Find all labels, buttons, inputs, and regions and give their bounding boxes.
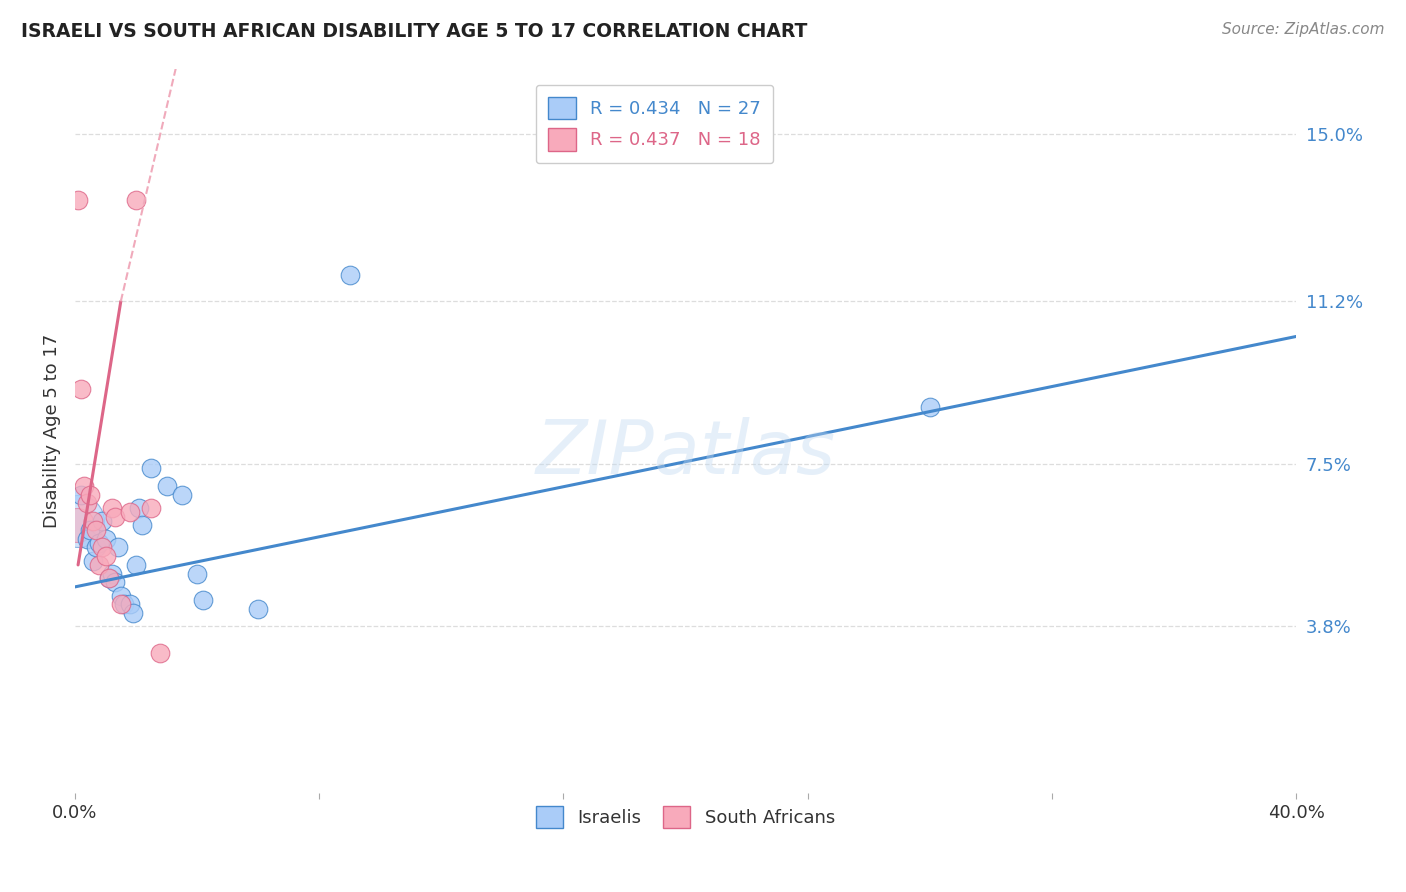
Text: ISRAELI VS SOUTH AFRICAN DISABILITY AGE 5 TO 17 CORRELATION CHART: ISRAELI VS SOUTH AFRICAN DISABILITY AGE … bbox=[21, 22, 807, 41]
Point bbox=[104, 575, 127, 590]
Point bbox=[82, 553, 104, 567]
Point bbox=[79, 488, 101, 502]
Y-axis label: Disability Age 5 to 17: Disability Age 5 to 17 bbox=[44, 334, 60, 528]
Point bbox=[155, 479, 177, 493]
Point bbox=[118, 598, 141, 612]
Point bbox=[73, 479, 96, 493]
Legend: Israelis, South Africans: Israelis, South Africans bbox=[529, 798, 842, 835]
Point bbox=[89, 558, 111, 572]
Point bbox=[122, 606, 145, 620]
Point bbox=[918, 400, 941, 414]
Point bbox=[94, 532, 117, 546]
Point bbox=[70, 382, 93, 396]
Point bbox=[149, 646, 172, 660]
Point bbox=[186, 566, 208, 581]
Text: ZIPatlas: ZIPatlas bbox=[536, 417, 835, 489]
Point bbox=[76, 532, 98, 546]
Point bbox=[97, 571, 120, 585]
Point bbox=[97, 571, 120, 585]
Point bbox=[339, 268, 361, 282]
Point bbox=[94, 549, 117, 563]
Point bbox=[170, 488, 193, 502]
Point bbox=[193, 593, 215, 607]
Point bbox=[66, 518, 89, 533]
Point bbox=[100, 500, 122, 515]
Point bbox=[110, 589, 132, 603]
Text: Source: ZipAtlas.com: Source: ZipAtlas.com bbox=[1222, 22, 1385, 37]
Point bbox=[91, 541, 114, 555]
Point bbox=[131, 518, 153, 533]
Point bbox=[107, 541, 129, 555]
Point bbox=[141, 500, 163, 515]
Point bbox=[112, 598, 135, 612]
Point bbox=[104, 509, 127, 524]
Point bbox=[110, 598, 132, 612]
Point bbox=[247, 602, 270, 616]
Point bbox=[118, 505, 141, 519]
Point bbox=[86, 523, 108, 537]
Point bbox=[125, 194, 148, 208]
Point bbox=[70, 488, 93, 502]
Point bbox=[128, 500, 150, 515]
Point bbox=[79, 523, 101, 537]
Point bbox=[125, 558, 148, 572]
Point bbox=[67, 194, 90, 208]
Point bbox=[76, 496, 98, 510]
Point bbox=[67, 514, 90, 528]
Point bbox=[100, 566, 122, 581]
Point bbox=[82, 514, 104, 528]
Point bbox=[91, 514, 114, 528]
Point bbox=[86, 541, 108, 555]
Point bbox=[89, 536, 111, 550]
Point bbox=[141, 461, 163, 475]
